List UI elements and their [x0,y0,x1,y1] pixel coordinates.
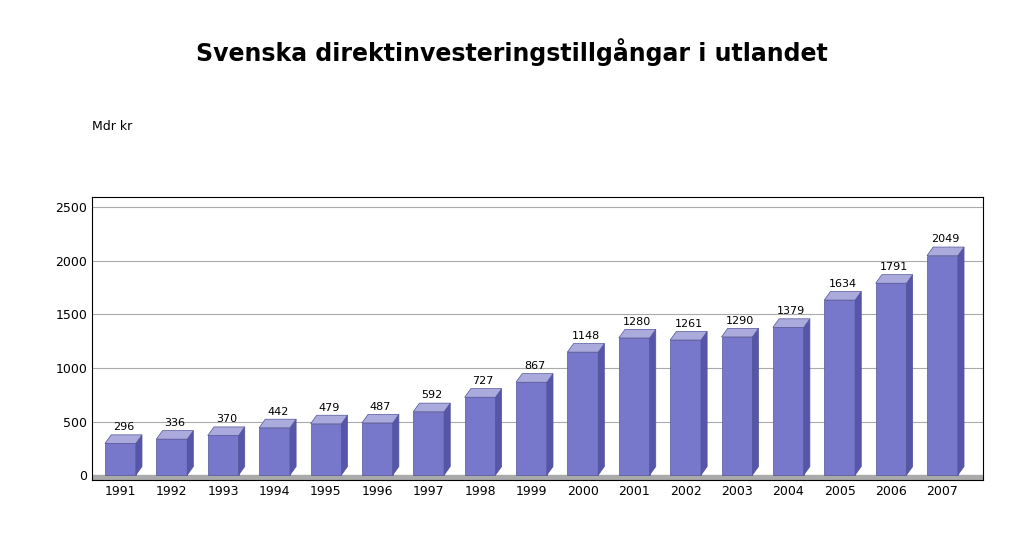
Polygon shape [105,435,142,443]
Polygon shape [414,403,451,412]
Text: 867: 867 [524,361,545,371]
Bar [259,428,290,475]
Polygon shape [670,331,708,340]
Text: Svenska direktinvesteringstillgångar i utlandet: Svenska direktinvesteringstillgångar i u… [197,38,827,66]
Polygon shape [208,427,245,436]
Text: 2049: 2049 [932,234,959,245]
Text: 592: 592 [421,390,442,400]
Bar [516,382,547,475]
Bar [361,423,393,475]
Bar [722,337,753,475]
Bar [157,439,187,475]
Bar [773,328,804,475]
Polygon shape [310,415,347,424]
Polygon shape [649,329,655,475]
Bar [567,352,598,475]
Polygon shape [239,427,245,475]
Polygon shape [516,373,553,382]
Polygon shape [341,415,347,475]
Text: 727: 727 [472,376,494,386]
Polygon shape [361,414,399,423]
Polygon shape [773,319,810,328]
Text: 1148: 1148 [571,331,600,341]
Polygon shape [753,328,759,475]
Polygon shape [927,247,964,256]
Polygon shape [722,328,759,337]
Polygon shape [906,275,912,475]
Bar [824,300,855,475]
Bar [208,436,239,475]
Bar [310,424,341,475]
Text: 1634: 1634 [828,279,857,289]
Polygon shape [136,435,142,475]
Polygon shape [157,431,194,439]
Bar [927,256,957,475]
Text: 1290: 1290 [726,316,754,325]
Polygon shape [259,419,296,428]
Bar [414,412,444,475]
Polygon shape [444,403,451,475]
Polygon shape [598,343,604,475]
Polygon shape [187,431,194,475]
Polygon shape [567,343,604,352]
Text: 479: 479 [318,402,340,413]
Polygon shape [618,329,655,338]
Text: 442: 442 [267,407,289,417]
Bar [105,443,136,475]
Polygon shape [496,389,502,475]
Polygon shape [465,389,502,397]
Polygon shape [393,414,399,475]
Text: 336: 336 [165,418,185,428]
Text: 1261: 1261 [675,319,702,329]
Text: 370: 370 [216,414,237,424]
Polygon shape [855,292,861,475]
Polygon shape [957,247,964,475]
Text: 1379: 1379 [777,306,806,316]
Text: Mdr kr: Mdr kr [92,120,132,133]
Text: 487: 487 [370,402,391,412]
Polygon shape [824,292,861,300]
Text: 1791: 1791 [880,262,908,272]
Polygon shape [547,373,553,475]
Bar [465,397,496,475]
Polygon shape [290,419,296,475]
Bar [618,338,649,475]
Polygon shape [876,275,912,283]
Text: 296: 296 [113,422,134,432]
Polygon shape [804,319,810,475]
Text: 1280: 1280 [624,317,651,327]
Bar [876,283,906,475]
Polygon shape [701,331,708,475]
Bar [670,340,701,475]
